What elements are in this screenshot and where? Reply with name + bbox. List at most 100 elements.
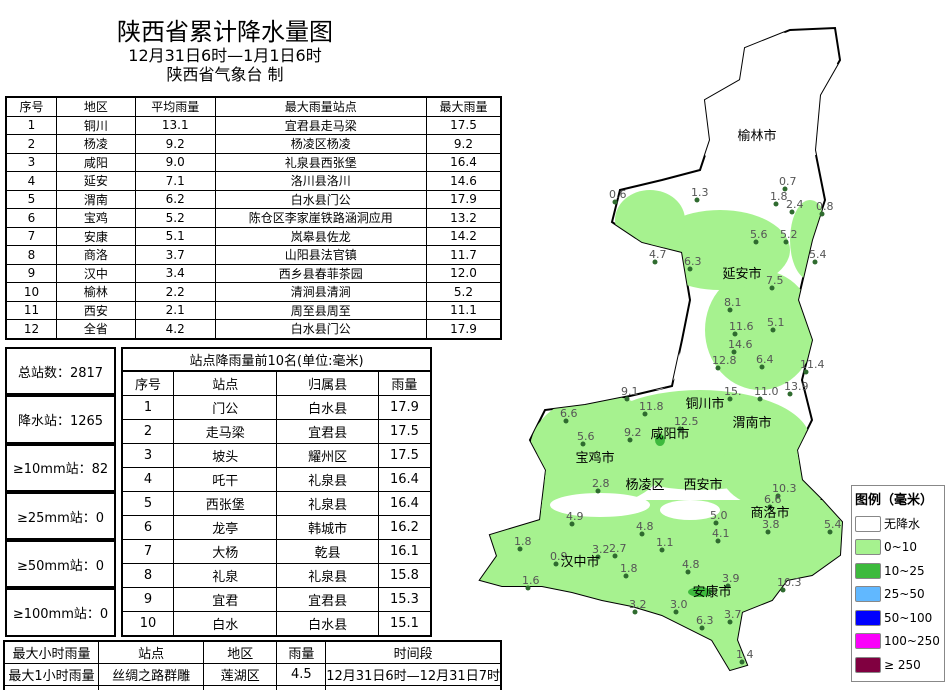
table-row: 10 榆林 2.2 清涧县清涧 5.2 <box>5 282 502 302</box>
column-header: 最大雨量站点 <box>214 96 427 117</box>
station-value: 3.8 <box>762 518 780 531</box>
station-value: 5.1 <box>767 316 785 329</box>
station-value: 10.3 <box>772 482 797 495</box>
station-dot <box>765 529 771 535</box>
station-dot <box>595 488 601 494</box>
station-value: 6.3 <box>684 255 702 268</box>
station-value: 14.6 <box>728 338 753 351</box>
table-cell: 白水县 <box>276 395 379 420</box>
city-label: 安康市 <box>692 584 731 600</box>
station-value: 1.8 <box>514 535 532 548</box>
table-cell: 15.8 <box>377 563 432 588</box>
legend-label: 50~100 <box>884 610 933 625</box>
table-cell: 乾县 <box>203 685 278 690</box>
table-cell: 17.9 <box>377 395 432 420</box>
legend-swatch <box>855 539 881 556</box>
station-dot <box>659 547 665 553</box>
column-header: 地区 <box>56 96 136 117</box>
station-dot <box>673 609 679 615</box>
legend-title: 图例（毫米） <box>855 493 934 508</box>
legend-label: 100~250 <box>884 634 940 649</box>
station-value: 3.2 <box>629 598 647 611</box>
header-row: 序号 地区 平均雨量 最大雨量站点 最大雨量 <box>5 96 502 117</box>
station-value: 5.6 <box>750 228 768 241</box>
table-cell: 4.2 <box>134 319 216 339</box>
table-cell: 礼泉县 <box>276 491 379 516</box>
station-dot <box>623 573 629 579</box>
table-cell: 白水县 <box>276 611 379 637</box>
station-dot <box>757 396 763 402</box>
city-label: 延安市 <box>722 266 761 282</box>
table-cell: 17.9 <box>425 189 502 209</box>
station-value: 12.5 <box>674 415 699 428</box>
table-cell: 12 <box>5 319 57 339</box>
station-dot <box>687 266 693 272</box>
table-cell: 韩城市 <box>276 515 379 540</box>
station-dot <box>525 585 531 591</box>
station-dot <box>627 437 633 443</box>
table-cell: 16.4 <box>377 491 432 516</box>
table-cell: 礼泉县 <box>276 563 379 588</box>
table-cell: 莲湖区 <box>203 663 278 686</box>
station-dot <box>727 396 733 402</box>
column-header: 最大雨量 <box>425 96 502 117</box>
station-dot <box>699 625 705 631</box>
table-cell: 礼泉县 <box>276 467 379 492</box>
station-value: 1.4 <box>736 648 754 661</box>
station-value: 3.9 <box>722 572 740 585</box>
station-dot <box>759 364 765 370</box>
region-rainfall-table: 序号 地区 平均雨量 最大雨量站点 最大雨量 1 铜川 13.1 宜君县走马梁 17.5 2 杨凌 9.… <box>5 96 502 340</box>
table-row: 最大3小时雨量大杨乾县7.712月31日6时—12月31日9时 <box>3 685 502 690</box>
station-dot <box>632 609 638 615</box>
table-row: 10 白水 白水县 15.1 <box>121 611 432 637</box>
city-label: 商洛市 <box>750 505 789 521</box>
column-header: 站点 <box>173 370 278 396</box>
table-cell: 铜川 <box>56 115 136 135</box>
table-cell: 14.6 <box>425 171 502 191</box>
station-value: 11.4 <box>800 358 825 371</box>
station-dot <box>753 239 759 245</box>
station-value: 5.4 <box>809 248 827 261</box>
legend-swatch <box>855 609 881 626</box>
legend-swatch <box>855 656 881 673</box>
table-row: 8 礼泉 礼泉县 15.8 <box>121 563 432 588</box>
station-value: 2.4 <box>786 198 804 211</box>
table-cell: 白水 <box>173 611 278 637</box>
city-label: 榆林市 <box>737 128 776 144</box>
table-cell: 延安 <box>56 171 136 191</box>
station-value: 5.6 <box>577 430 595 443</box>
column-header: 雨量 <box>276 640 327 664</box>
station-stats: 总站数：2817 降水站：1265 ≥10mm站：82 ≥25mm站：0 ≥50mm站：… <box>5 347 118 637</box>
table-cell: 6 <box>5 208 57 228</box>
station-dot <box>783 239 789 245</box>
stat-box: ≥25mm站：0 <box>5 491 116 541</box>
table-cell: 5.1 <box>134 226 216 246</box>
legend-swatch <box>855 586 881 603</box>
city-label: 咸阳市 <box>650 426 689 442</box>
station-dot <box>563 418 569 424</box>
station-dot <box>727 307 733 313</box>
station-value: 9.1 <box>621 385 639 398</box>
table-row: 4 延安 7.1 洛川县洛川 14.6 <box>5 171 502 191</box>
table-row: 2 杨凌 9.2 杨凌区杨凌 9.2 <box>5 134 502 154</box>
table-row: 3 坡头 耀州区 17.5 <box>121 443 432 468</box>
table-cell: 门公 <box>173 395 278 420</box>
header-row: 序号 站点 归属县 雨量 <box>121 370 432 396</box>
table-cell: 16.4 <box>425 152 502 172</box>
legend-item: 25~50 <box>855 583 944 607</box>
legend-item: 0~10 <box>855 536 944 560</box>
station-dot <box>713 520 719 526</box>
station-dot <box>694 197 700 203</box>
table-cell: 安康 <box>56 226 136 246</box>
station-value: 0.8 <box>816 200 834 213</box>
city-label: 铜川市 <box>685 396 724 412</box>
station-value: 4.7 <box>649 248 667 261</box>
table-cell: 17.9 <box>425 319 502 339</box>
station-dot <box>595 554 601 560</box>
table-caption: 站点降雨量前10名(单位:毫米) <box>121 347 432 372</box>
table-row: 4 吒干 礼泉县 16.4 <box>121 467 432 492</box>
table-cell: 13.1 <box>134 115 216 135</box>
table-cell: 11.7 <box>425 245 502 265</box>
legend-label: ≥ 250 <box>884 657 921 672</box>
